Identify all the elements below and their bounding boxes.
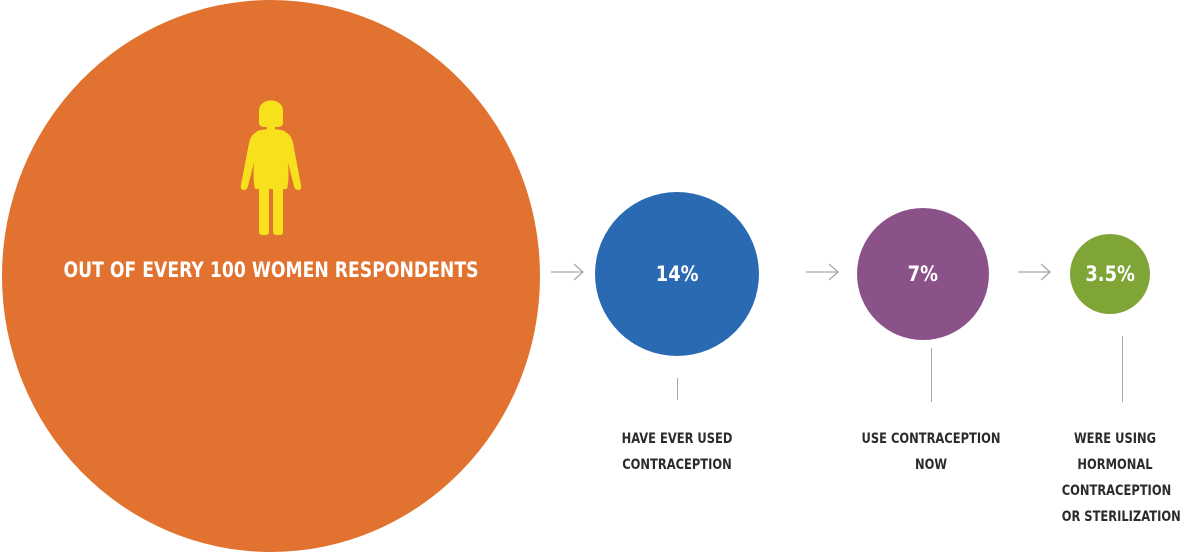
arrow-right-icon xyxy=(806,263,839,281)
step-value: 3.5% xyxy=(1085,262,1135,286)
step-caption-use-now: USE CONTRACEPTION NOW xyxy=(861,426,1001,478)
base-circle: OUT OF EVERY 100 WOMEN RESPONDENTS xyxy=(2,0,540,552)
connector-line xyxy=(931,348,932,402)
connector-line xyxy=(1122,336,1123,402)
step-circle-hormonal: 3.5% xyxy=(1070,234,1150,314)
arrow-right-icon xyxy=(551,263,584,281)
caption-line: WERE USING xyxy=(1073,431,1157,447)
connector-line xyxy=(677,378,678,400)
arrow-right-icon xyxy=(1018,263,1051,281)
step-circle-ever-used: 14% xyxy=(595,192,759,356)
caption-line: HAVE EVER USED xyxy=(621,431,733,447)
step-circle-use-now: 7% xyxy=(857,208,989,340)
caption-line: USE CONTRACEPTION xyxy=(861,431,1001,447)
step-value: 7% xyxy=(907,262,939,286)
step-value: 14% xyxy=(655,262,699,286)
woman-icon xyxy=(240,100,302,235)
caption-line: OR STERILIZATION xyxy=(1061,509,1181,525)
caption-line: CONTRACEPTION xyxy=(1061,483,1172,499)
step-caption-hormonal: WERE USING HORMONAL CONTRACEPTION OR STE… xyxy=(1061,426,1181,530)
step-caption-ever-used: HAVE EVER USED CONTRACEPTION xyxy=(611,426,742,478)
caption-line: HORMONAL xyxy=(1077,457,1153,473)
caption-line: NOW xyxy=(914,457,948,473)
base-label: OUT OF EVERY 100 WOMEN RESPONDENTS xyxy=(63,258,479,282)
caption-line: CONTRACEPTION xyxy=(622,457,732,473)
